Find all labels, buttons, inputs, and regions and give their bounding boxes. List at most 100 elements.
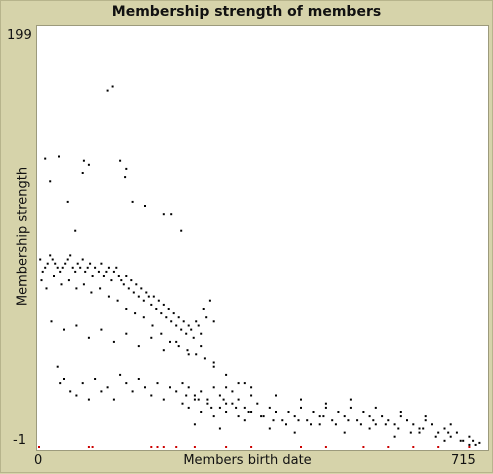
scatter-point (206, 398, 209, 401)
scatter-point (51, 258, 54, 261)
scatter-point (462, 439, 465, 442)
scatter-point (175, 324, 178, 327)
scatter-point (268, 406, 271, 409)
scatter-point (86, 266, 89, 269)
scatter-point (455, 431, 458, 434)
scatter-point (82, 159, 85, 162)
scatter-point (160, 312, 163, 315)
scatter-point (418, 431, 421, 434)
scatter-point (125, 275, 128, 277)
scatter-point (182, 320, 185, 323)
scatter-point (362, 411, 365, 413)
scatter-point (206, 402, 209, 405)
scatter-point (140, 287, 143, 290)
scatter-point (162, 213, 165, 216)
scatter-point (243, 419, 246, 422)
scatter-point (54, 262, 57, 265)
scatter-point (50, 320, 53, 323)
scatter-point (61, 266, 64, 269)
scatter-point (111, 85, 114, 88)
scatter-point (412, 423, 415, 426)
scatter-point (81, 382, 84, 385)
scatter-point (155, 308, 158, 310)
scatter-point (195, 320, 198, 323)
scatter-point (268, 427, 271, 430)
scatter-point (337, 411, 340, 413)
scatter-point (156, 446, 159, 448)
scatter-point (87, 398, 90, 401)
scatter-point (44, 266, 47, 269)
scatter-point (237, 415, 240, 418)
scatter-point (180, 229, 183, 232)
scatter-point (418, 427, 421, 430)
scatter-point (225, 446, 228, 448)
scatter-point (177, 345, 180, 348)
scatter-point (125, 382, 128, 385)
scatter-point (41, 270, 44, 273)
scatter-point (243, 406, 246, 409)
scatter-point (468, 435, 471, 438)
scatter-point (106, 89, 109, 92)
scatter-point (293, 431, 296, 434)
scatter-point (368, 415, 371, 418)
scatter-point (75, 394, 78, 397)
scatter-point (69, 254, 72, 257)
scatter-point (134, 312, 137, 315)
scatter-point (71, 266, 74, 269)
scatter-point (125, 167, 128, 170)
scatter-point (170, 320, 173, 323)
y-tick-min: -1 (13, 433, 26, 448)
scatter-point (106, 386, 109, 389)
scatter-point (472, 439, 475, 442)
scatter-point (247, 411, 250, 413)
scatter-point (137, 295, 140, 298)
scatter-point (66, 200, 69, 203)
scatter-point (59, 270, 62, 273)
scatter-point (64, 262, 67, 265)
scatter-point (84, 270, 87, 273)
scatter-point (285, 423, 287, 426)
scatter-point (343, 415, 346, 418)
scatter-point (165, 316, 168, 319)
scatter-point (56, 365, 59, 368)
scatter-point (169, 340, 171, 343)
scatter-point (478, 441, 481, 444)
scatter-point (343, 431, 346, 434)
scatter-point (225, 373, 228, 376)
scatter-point (197, 324, 200, 327)
scatter-point (81, 258, 84, 261)
scatter-point (387, 419, 390, 422)
scatter-point (142, 299, 145, 302)
scatter-point (66, 258, 69, 261)
scatter-point (150, 446, 153, 448)
scatter-point (137, 378, 140, 380)
scatter-point (300, 406, 302, 409)
scatter-point (202, 308, 205, 310)
scatter-point (212, 320, 215, 323)
scatter-point (212, 361, 215, 364)
scatter-point (94, 378, 97, 380)
scatter-point (468, 443, 471, 446)
scatter-point (449, 423, 452, 426)
scatter-point (424, 415, 427, 418)
scatter-point (347, 419, 350, 422)
scatter-point (200, 390, 203, 393)
scatter-point (237, 382, 240, 385)
scatter-point (97, 270, 100, 273)
scatter-point (124, 176, 127, 179)
scatter-point (186, 349, 189, 352)
scatter-point (393, 423, 396, 426)
scatter-point (63, 378, 65, 380)
x-tick-max: 715 (451, 453, 476, 468)
scatter-point (87, 336, 90, 339)
scatter-point (152, 295, 155, 298)
scatter-point (192, 336, 195, 339)
scatter-point (218, 394, 221, 397)
scatter-point (147, 295, 150, 298)
scatter-point (117, 275, 120, 277)
scatter-point (131, 390, 134, 393)
scatter-point (218, 406, 221, 409)
scatter-point (112, 340, 115, 343)
scatter-point (362, 446, 365, 448)
scatter-point (459, 439, 462, 442)
